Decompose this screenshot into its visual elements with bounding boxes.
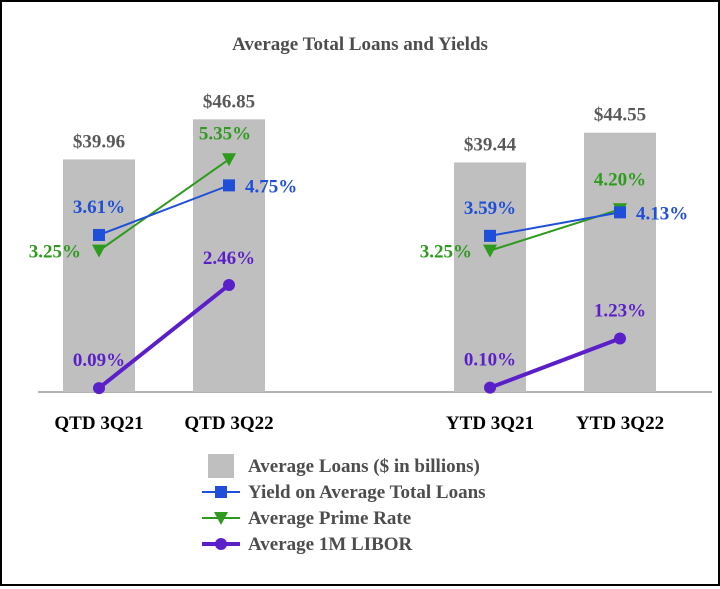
average-1m-libor-segment-1: [97, 283, 231, 390]
average-1m-libor-label-qtd-3q21: 0.09%: [73, 350, 125, 371]
average-1m-libor-point-ytd-3q22: [614, 332, 626, 345]
legend-item-yield-on-average-total-loans: Yield on Average Total Loans: [202, 482, 486, 503]
chart-title: Average Total Loans and Yields: [232, 34, 488, 55]
ticks-layer: QTD 3Q21 QTD 3Q22 YTD 3Q21 YTD 3Q22: [54, 413, 664, 434]
legend: Average Loans ($ in billions) Yield on Av…: [202, 454, 486, 555]
bar-label-ytd-3q21: $39.44: [464, 134, 517, 155]
x-tick-qtd-3q22: QTD 3Q22: [184, 413, 273, 434]
yield-on-average-total-loans-point-ytd-3q21: [484, 229, 496, 242]
lines-layer: [92, 153, 627, 395]
average-1m-libor-label-ytd-3q22: 1.23%: [594, 300, 646, 321]
yield-on-average-total-loans-point-qtd-3q22: [223, 179, 235, 192]
average-1m-libor-label-qtd-3q22: 2.46%: [203, 248, 255, 269]
bar-qtd-3q21: [63, 159, 135, 392]
yield-on-average-total-loans-point-ytd-3q22: [614, 206, 626, 219]
average-prime-rate-point-qtd-3q21: [92, 244, 106, 258]
legend-swatch-bar: [208, 454, 234, 478]
average-prime-rate-label-qtd-3q22: 5.35%: [199, 123, 251, 144]
yield-on-average-total-loans-label-ytd-3q22: 4.13%: [636, 203, 688, 224]
bar-label-qtd-3q22: $46.85: [203, 91, 255, 112]
bars-layer: [63, 119, 656, 392]
yield-on-average-total-loans-label-qtd-3q22: 4.75%: [245, 176, 297, 197]
average-prime-rate-segment-1: [98, 158, 230, 252]
x-tick-ytd-3q21: YTD 3Q21: [446, 413, 534, 434]
x-tick-ytd-3q22: YTD 3Q22: [576, 413, 664, 434]
yield-on-average-total-loans-point-qtd-3q21: [93, 228, 105, 241]
average-1m-libor-label-ytd-3q21: 0.10%: [464, 350, 516, 371]
average-prime-rate-label-qtd-3q21: 3.25%: [29, 242, 81, 263]
average-1m-libor-point-ytd-3q21: [484, 381, 496, 394]
legend-label: Average Loans ($ in billions): [248, 456, 480, 477]
yield-on-average-total-loans-label-qtd-3q21: 3.61%: [73, 197, 125, 218]
average-prime-rate-point-ytd-3q21: [483, 244, 497, 258]
average-1m-libor-segment-2: [489, 336, 621, 390]
average-prime-rate-label-ytd-3q22: 4.20%: [594, 169, 646, 190]
average-prime-rate-label-ytd-3q21: 3.25%: [420, 242, 472, 263]
average-1m-libor-point-qtd-3q22: [223, 278, 235, 291]
yield-on-average-total-loans-segment-2: [489, 211, 621, 237]
yield-on-average-total-loans-label-ytd-3q21: 3.59%: [464, 198, 516, 219]
legend-label: Average 1M LIBOR: [248, 534, 413, 555]
x-tick-qtd-3q21: QTD 3Q21: [54, 413, 143, 434]
bar-ytd-3q21: [454, 162, 526, 392]
legend-item-average-prime-rate: Average Prime Rate: [202, 508, 411, 529]
legend-marker-circle: [215, 538, 227, 550]
labels-layer: $39.96 $46.85 $39.44 $44.55 0.09% 2.46% 0.10% 1…: [29, 91, 689, 371]
average-prime-rate-point-qtd-3q22: [222, 153, 236, 167]
bar-label-qtd-3q21: $39.96: [73, 131, 125, 152]
average-1m-libor-point-qtd-3q21: [93, 382, 105, 395]
legend-label: Average Prime Rate: [248, 508, 411, 529]
legend-marker-square: [215, 486, 227, 498]
yield-on-average-total-loans-segment-1: [98, 184, 230, 236]
legend-marker-triangle-down: [214, 512, 228, 525]
legend-item-average-1m-libor: Average 1M LIBOR: [202, 534, 413, 555]
legend-item-average-loans-in-billions: Average Loans ($ in billions): [208, 454, 480, 478]
legend-label: Yield on Average Total Loans: [248, 482, 486, 503]
bar-label-ytd-3q22: $44.55: [594, 105, 646, 126]
